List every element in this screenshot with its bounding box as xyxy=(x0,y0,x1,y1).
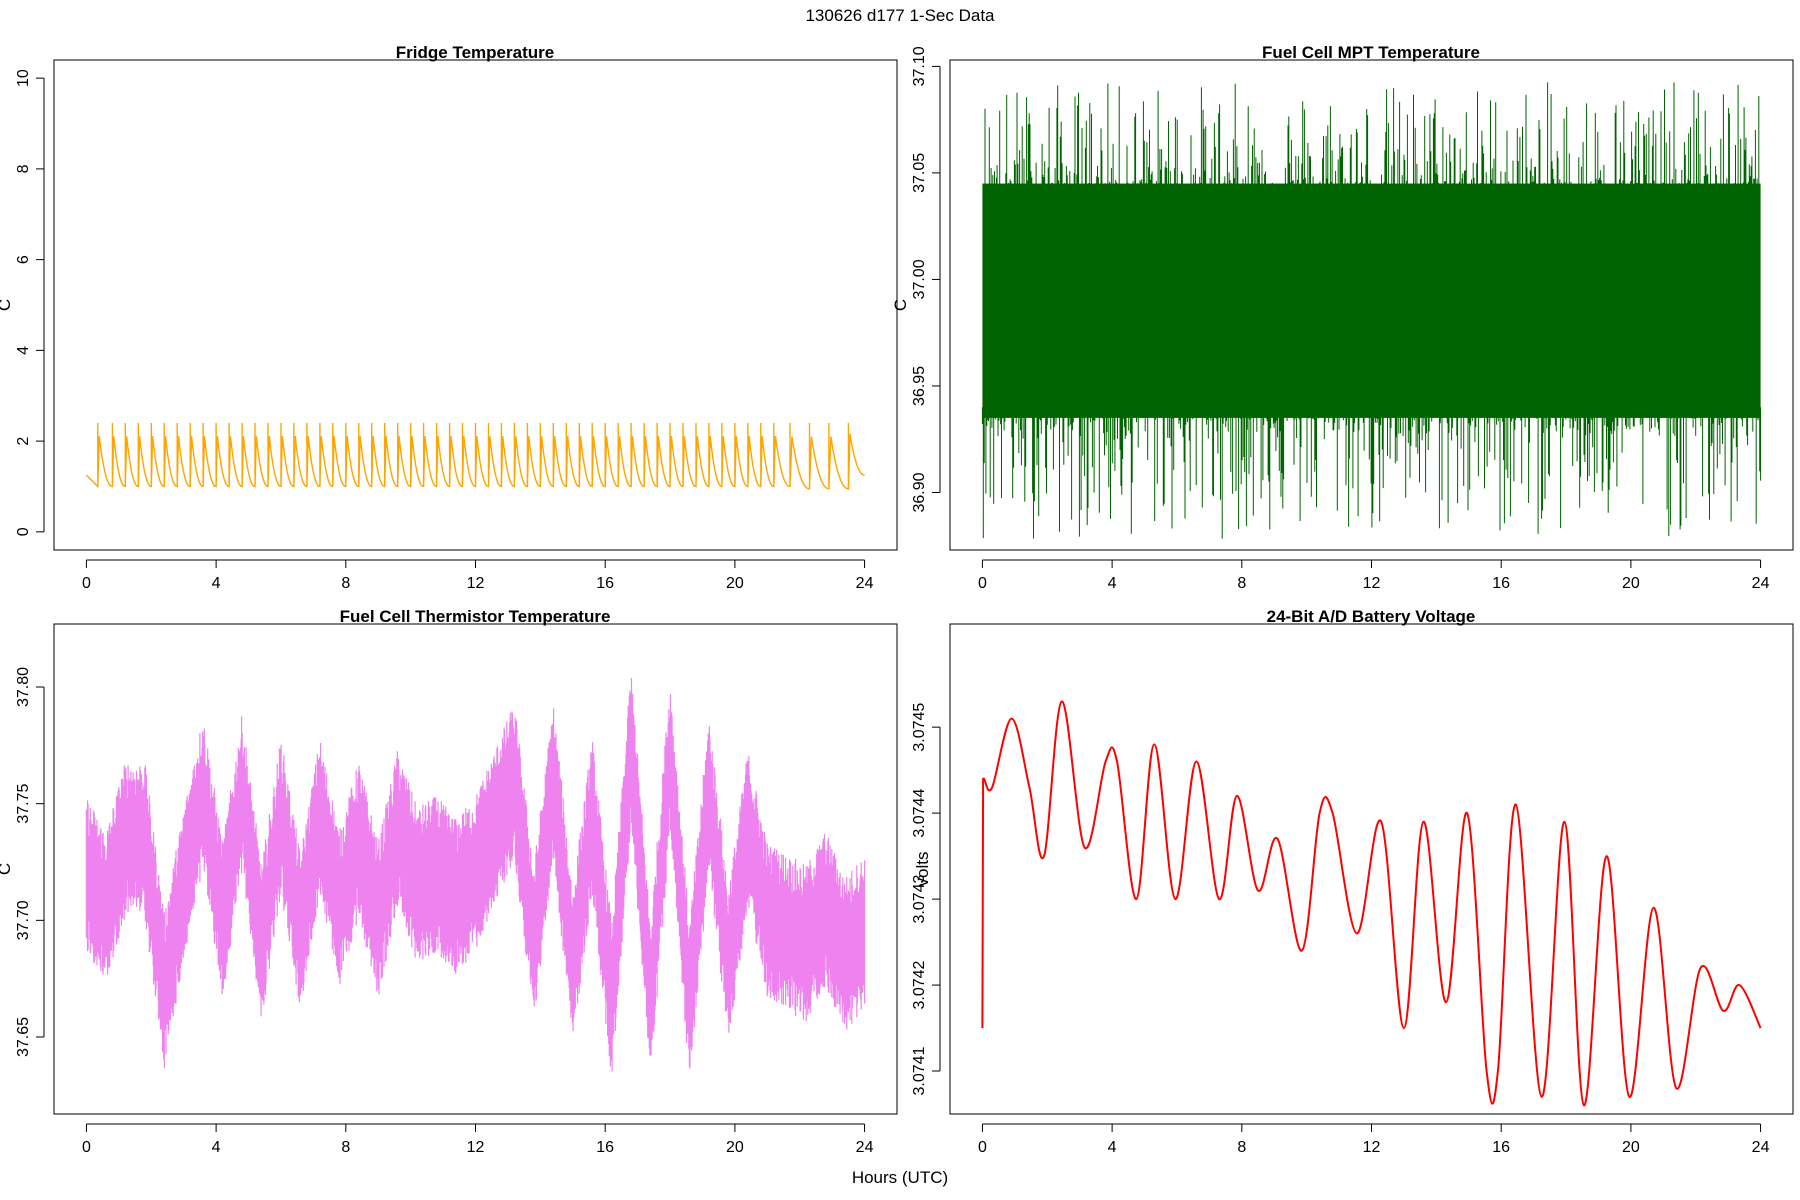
x-tick-label: 20 xyxy=(1622,1139,1640,1156)
panel-title: Fuel Cell Thermistor Temperature xyxy=(340,607,611,626)
y-tick-label: 10 xyxy=(15,69,32,87)
y-tick-label: 37.05 xyxy=(911,153,928,193)
series-spikes xyxy=(981,82,1762,539)
y-tick-label: 3.0744 xyxy=(911,789,928,838)
x-tick-label: 0 xyxy=(978,1139,987,1156)
x-tick-label: 0 xyxy=(82,1139,91,1156)
x-tick-label: 8 xyxy=(341,1139,350,1156)
y-axis-label: C xyxy=(0,299,14,311)
x-tick-label: 12 xyxy=(1363,1139,1381,1156)
x-tick-label: 20 xyxy=(726,1139,744,1156)
y-tick-label: 3.0743 xyxy=(911,875,928,924)
y-tick-label: 37.80 xyxy=(15,667,32,707)
figure-x-axis-label: Hours (UTC) xyxy=(851,1168,949,1187)
x-tick-label: 8 xyxy=(1237,575,1246,592)
series-line xyxy=(85,423,865,490)
x-tick-label: 20 xyxy=(1622,575,1640,592)
x-tick-label: 16 xyxy=(596,1139,614,1156)
plot-frame xyxy=(53,623,898,1115)
panel-title: Fridge Temperature xyxy=(396,43,554,62)
x-tick-label: 16 xyxy=(1492,575,1510,592)
x-tick-label: 12 xyxy=(467,1139,485,1156)
y-tick-label: 3.0742 xyxy=(911,960,928,1009)
x-tick-label: 4 xyxy=(212,1139,221,1156)
fuel-cell-thermistor-temperature-panel: Fuel Cell Thermistor Temperature 0 4 8 12 16… xyxy=(0,607,898,1156)
series-band xyxy=(85,677,866,1072)
x-tick-label: 24 xyxy=(856,575,874,592)
x-tick-label: 12 xyxy=(467,575,485,592)
fuel-cell-mpt-temperature-panel: Fuel Cell MPT Temperature 0 4 8 12 16 20 24 36.… xyxy=(891,43,1794,592)
y-tick-label: 37.00 xyxy=(911,259,928,299)
dense-band xyxy=(982,183,1761,418)
x-tick-label: 20 xyxy=(726,575,744,592)
x-tick-label: 4 xyxy=(1108,1139,1117,1156)
x-tick-label: 24 xyxy=(1752,1139,1770,1156)
plot-frame xyxy=(949,59,1794,551)
x-tick-label: 4 xyxy=(212,575,221,592)
x-tick-label: 16 xyxy=(1492,1139,1510,1156)
y-tick-label: 36.95 xyxy=(911,366,928,406)
y-tick-label: 0 xyxy=(15,527,32,536)
battery-voltage-panel: 24-Bit A/D Battery Voltage 0 4 8 12 16 20 24 3.… xyxy=(911,607,1794,1156)
x-tick-label: 24 xyxy=(1752,575,1770,592)
plot-frame xyxy=(53,59,898,551)
x-tick-label: 16 xyxy=(596,575,614,592)
x-tick-label: 12 xyxy=(1363,575,1381,592)
y-axis-label: C xyxy=(891,299,910,311)
y-tick-label: 4 xyxy=(15,346,32,355)
x-tick-label: 8 xyxy=(341,575,350,592)
x-tick-label: 0 xyxy=(82,575,91,592)
y-axis-label: C xyxy=(0,863,14,875)
y-tick-label: 6 xyxy=(15,255,32,264)
figure-title: 130626 d177 1-Sec Data xyxy=(805,6,995,25)
x-tick-label: 24 xyxy=(856,1139,874,1156)
y-tick-label: 8 xyxy=(15,164,32,173)
y-tick-label: 37.75 xyxy=(15,784,32,824)
y-tick-label: 36.90 xyxy=(911,472,928,512)
y-tick-label: 37.70 xyxy=(15,900,32,940)
y-tick-label: 2 xyxy=(15,437,32,446)
y-axis-label: volts xyxy=(913,852,932,887)
y-tick-label: 3.0745 xyxy=(911,703,928,752)
panel-title: Fuel Cell MPT Temperature xyxy=(1262,43,1480,62)
series-line xyxy=(981,700,1762,1107)
x-tick-label: 8 xyxy=(1237,1139,1246,1156)
y-tick-label: 37.10 xyxy=(911,46,928,86)
x-tick-label: 4 xyxy=(1108,575,1117,592)
x-tick-label: 0 xyxy=(978,575,987,592)
y-tick-label: 3.0741 xyxy=(911,1046,928,1095)
y-tick-label: 37.65 xyxy=(15,1017,32,1057)
fridge-temperature-panel: Fridge Temperature 048121620240246810C xyxy=(0,43,898,592)
plot-frame xyxy=(949,623,1794,1115)
panel-title: 24-Bit A/D Battery Voltage xyxy=(1267,607,1476,626)
